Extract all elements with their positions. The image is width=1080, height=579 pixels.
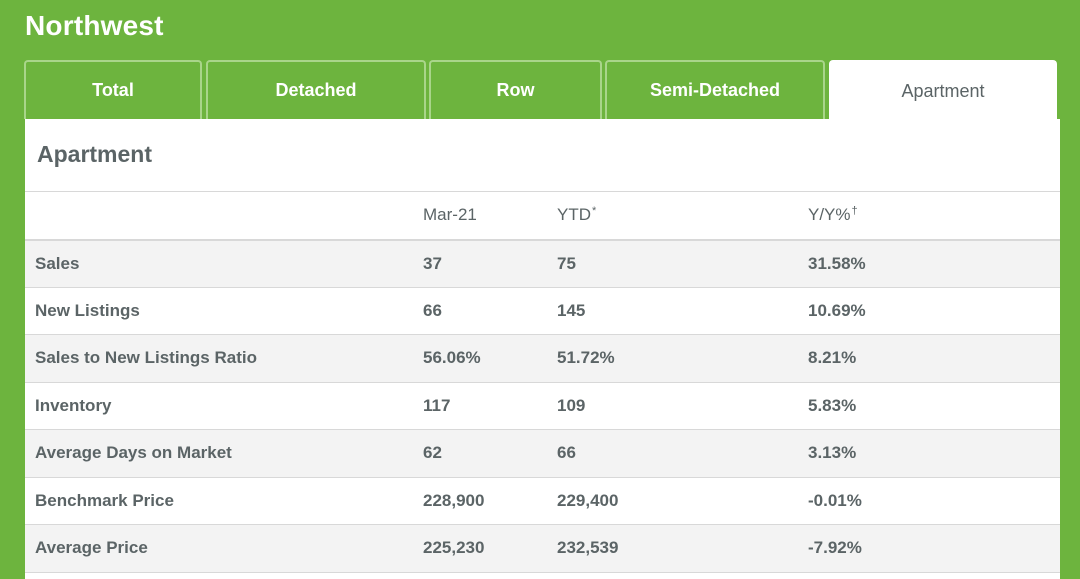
region-title: Northwest [25,10,164,41]
header-month-label: Mar-21 [423,205,477,225]
header-yoy: Y/Y%† [808,192,1060,240]
table-row: New Listings 66 145 10.69% [25,287,1060,335]
tab-apartment[interactable]: Apartment [829,60,1057,120]
ytd-value: 232,539 [557,538,619,558]
ytd-value: 51.72% [557,348,615,368]
ytd-value: 66 [557,443,576,463]
metric-label: Average Days on Market [35,443,232,463]
month-value: 62 [423,443,442,463]
metric-label: Sales [35,253,80,273]
ytd-value: 229,400 [557,490,619,510]
stats-panel: Apartment Mar-21 YTD* Y/Y%† Sales 37 75 31.… [25,119,1060,579]
yoy-value: -0.01% [808,490,862,510]
yoy-value: 8.21% [808,348,857,368]
yoy-value: -7.92% [808,538,862,558]
panel-title: Apartment [37,141,153,167]
metric-label: Inventory [35,395,112,415]
ytd-footnote-mark: * [592,205,597,218]
header-ytd: YTD* [557,192,808,240]
header-label [25,192,423,240]
yoy-value: 5.83% [808,395,857,415]
month-value: 66 [423,300,442,320]
table-row: Sales 37 75 31.58% [25,239,1060,287]
header-yoy-label: Y/Y% [808,205,851,225]
month-value: 228,900 [423,490,485,510]
ytd-value: 75 [557,253,576,273]
header-ytd-label: YTD [557,205,591,225]
header-month: Mar-21 [423,192,557,240]
ytd-value: 109 [557,395,586,415]
table-header-row: Mar-21 YTD* Y/Y%† [25,191,1060,240]
month-value: 117 [423,395,451,415]
yoy-value: 31.58% [808,253,866,273]
property-type-tabs: Total Detached Row Semi-Detached Apartme… [24,60,1057,120]
month-value: 37 [423,253,442,273]
table-row: Sales to New Listings Ratio 56.06% 51.72% 8… [25,334,1060,382]
tab-detached[interactable]: Detached [206,60,426,119]
table-row: Inventory 117 109 5.83% [25,382,1060,430]
yoy-footnote-mark: † [851,205,858,218]
month-value: 56.06% [423,348,481,368]
tab-row[interactable]: Row [429,60,602,119]
ytd-value: 145 [557,300,586,320]
month-value: 225,230 [423,538,485,558]
tab-semi-detached[interactable]: Semi-Detached [605,60,825,119]
table-row: Average Days on Market 62 66 3.13% [25,429,1060,477]
tab-total[interactable]: Total [24,60,202,119]
metric-label: Average Price [35,538,148,558]
yoy-value: 10.69% [808,300,866,320]
table-row: Average Price 225,230 232,539 -7.92% [25,524,1060,572]
metric-label: Benchmark Price [35,490,174,510]
stats-table: Mar-21 YTD* Y/Y%† Sales 37 75 31.58% New Lis… [25,191,1060,573]
table-row: Benchmark Price 228,900 229,400 -0.01% [25,477,1060,525]
metric-label: New Listings [35,300,140,320]
yoy-value: 3.13% [808,443,857,463]
metric-label: Sales to New Listings Ratio [35,348,257,368]
